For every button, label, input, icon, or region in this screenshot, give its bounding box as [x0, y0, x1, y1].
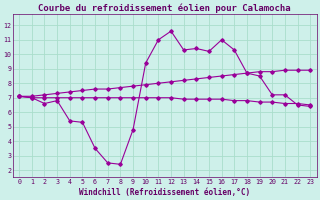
X-axis label: Windchill (Refroidissement éolien,°C): Windchill (Refroidissement éolien,°C)	[79, 188, 250, 197]
Title: Courbe du refroidissement éolien pour Calamocha: Courbe du refroidissement éolien pour Ca…	[38, 3, 291, 13]
